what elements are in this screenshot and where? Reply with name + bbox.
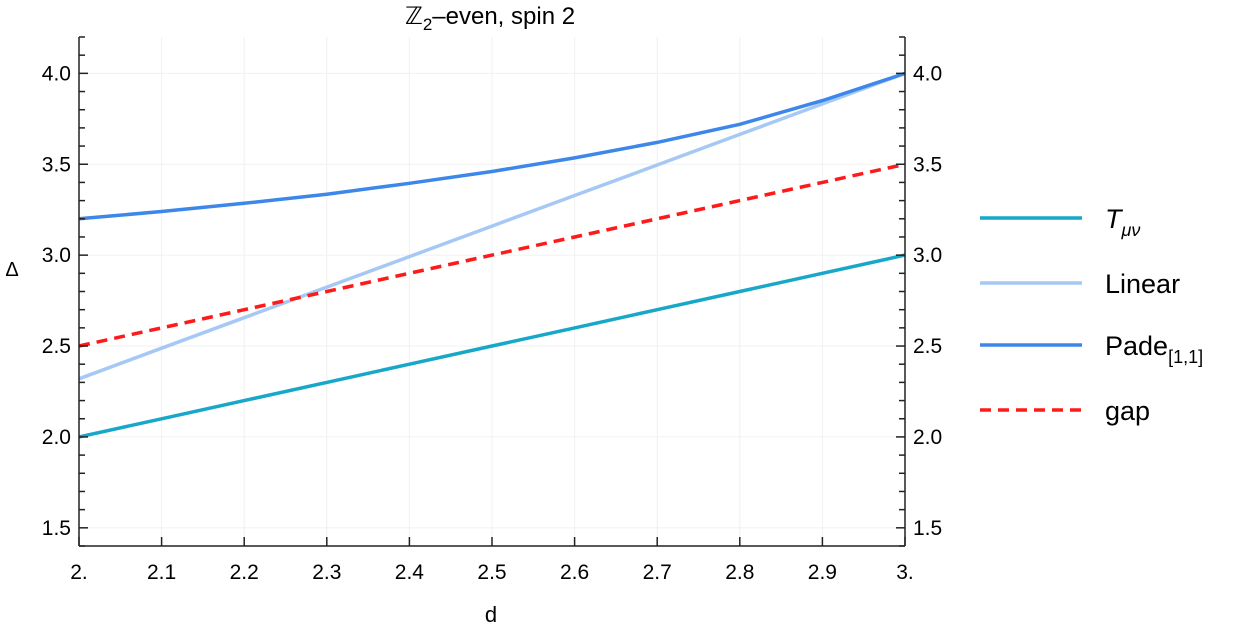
chart-title: ℤ2–even, spin 2	[405, 3, 575, 34]
y-tick-label-left: 3.0	[42, 244, 71, 267]
x-tick-label: 2.8	[725, 561, 754, 584]
legend-label: Tμν	[1105, 204, 1140, 240]
x-tick-label: 3.	[896, 561, 914, 584]
x-tick-label: 2.9	[808, 561, 837, 584]
y-tick-label-left: 2.0	[42, 426, 71, 449]
y-tick-label-right: 3.5	[913, 153, 942, 176]
x-tick-label: 2.4	[395, 561, 425, 584]
y-tick-label-right: 2.5	[913, 335, 942, 358]
series-line-gap	[78, 162, 906, 348]
x-axis-label: d	[485, 602, 497, 627]
x-tick-label: 2.7	[643, 561, 672, 584]
y-tick-label-right: 1.5	[913, 517, 942, 540]
y-tick-label-left: 1.5	[42, 517, 71, 540]
legend-label: gap	[1105, 396, 1150, 426]
y-tick-label-right: 4.0	[913, 62, 942, 85]
legend-label: Linear	[1105, 269, 1180, 299]
series-line-pade	[78, 71, 906, 221]
x-tick-label: 2.5	[477, 561, 506, 584]
x-tick-label: 2.1	[147, 561, 176, 584]
axes: 2. 2.1 2.2 2.3 2.4 2.5 2.6 2.7 2.8 2.9 3. 1.5 1.5 2.0…	[42, 36, 942, 584]
legend-label: Pade[1,1]	[1105, 331, 1203, 367]
x-tick-label: 2.6	[560, 561, 589, 584]
x-tick-label: 2.2	[230, 561, 259, 584]
series-line-linear	[78, 71, 906, 381]
y-tick-label-left: 3.5	[42, 153, 71, 176]
legend: Tμν Linear Pade[1,1] gap	[980, 204, 1203, 426]
series-lines	[78, 71, 906, 439]
y-axis-label: Δ	[5, 259, 18, 281]
series-line-t	[78, 253, 906, 439]
y-tick-label-left: 2.5	[42, 335, 71, 358]
x-tick-label: 2.3	[312, 561, 341, 584]
y-tick-label-right: 2.0	[913, 426, 942, 449]
y-tick-label-left: 4.0	[42, 62, 71, 85]
x-tick-label: 2.	[70, 561, 88, 584]
y-tick-label-right: 3.0	[913, 244, 942, 267]
